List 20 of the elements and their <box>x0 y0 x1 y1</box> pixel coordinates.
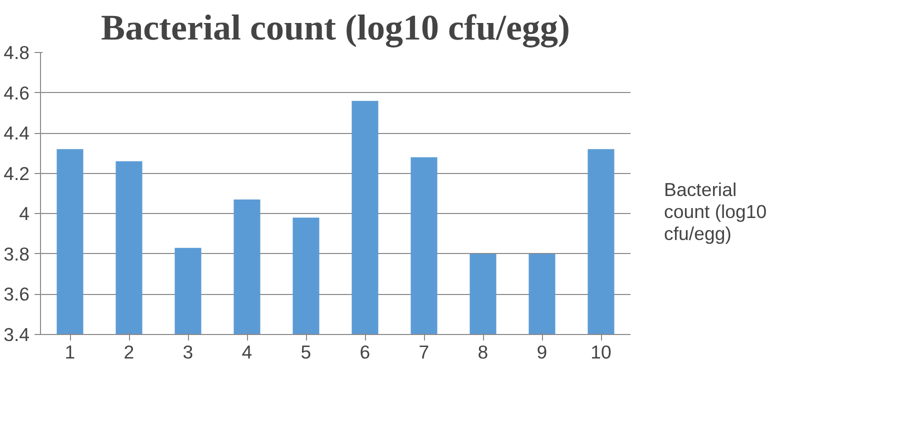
x-tick-label: 3 <box>182 342 194 362</box>
y-tick-label: 4.6 <box>4 82 30 104</box>
x-tick-label: 6 <box>360 342 370 362</box>
x-tick-label: 5 <box>300 342 312 362</box>
x-tick-label: 10 <box>590 342 612 362</box>
y-tick-label: 4 <box>19 203 30 224</box>
x-tick-label: 9 <box>536 342 548 362</box>
x-tick-label: 8 <box>478 342 488 362</box>
y-tick-label: 3.6 <box>4 284 30 305</box>
x-tick-label: 1 <box>64 342 76 362</box>
text: Bacterial count (log10 cfu/egg) <box>664 179 767 245</box>
x-tick-label: 7 <box>418 342 430 362</box>
y-tick-label: 4.2 <box>4 162 30 184</box>
chart-title: Bacterial count (log10 cfu/egg) <box>101 8 570 48</box>
y-tick-label: 4.8 <box>4 42 30 63</box>
y-tick-label: 3.8 <box>4 243 30 264</box>
x-tick-label: 4 <box>242 342 252 362</box>
y-tick-label: 4.4 <box>4 122 30 144</box>
x-tick-label: 2 <box>124 342 134 362</box>
y-tick-label: 3.4 <box>4 324 30 345</box>
